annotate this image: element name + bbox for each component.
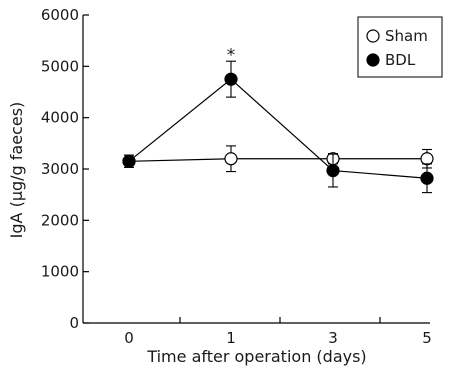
data-point — [224, 72, 238, 86]
x-tick-label: 3 — [328, 329, 338, 347]
y-tick-label: 2000 — [41, 211, 79, 229]
y-axis-label: IgA (µg/g faeces) — [7, 102, 26, 239]
x-axis-label: Time after operation (days) — [146, 347, 366, 366]
x-tick-label: 0 — [124, 329, 134, 347]
significance-marker: * — [227, 45, 236, 65]
x-ticks: 0 1 3 5 — [124, 317, 432, 347]
y-tick-label: 6000 — [41, 6, 79, 24]
legend: Sham BDL — [357, 16, 443, 78]
y-axis: 0 1000 2000 3000 4000 5000 6000 — [41, 6, 89, 332]
legend-marker — [366, 53, 380, 67]
x-axis: 0 1 3 5 — [83, 317, 432, 347]
series-sham — [122, 145, 434, 173]
y-ticks: 0 1000 2000 3000 4000 5000 6000 — [41, 6, 89, 332]
series-line — [128, 158, 427, 162]
y-tick-label: 0 — [69, 314, 79, 332]
data-point — [420, 152, 434, 166]
legend-box — [357, 16, 443, 78]
y-tick-label: 1000 — [41, 263, 79, 281]
annotations: * — [227, 45, 236, 65]
legend-label: BDL — [385, 51, 416, 69]
data-point — [224, 152, 238, 166]
series-line — [128, 78, 428, 179]
y-tick-label: 5000 — [41, 57, 79, 75]
y-tick-label: 3000 — [41, 160, 79, 178]
x-tick-label: 5 — [422, 329, 432, 347]
data-point — [326, 163, 340, 178]
data-point — [122, 154, 136, 168]
data-point — [420, 171, 434, 185]
legend-marker — [366, 29, 380, 43]
series-bdl — [122, 60, 434, 194]
y-tick-label: 4000 — [41, 109, 79, 127]
plot-area — [122, 60, 434, 194]
legend-label: Sham — [385, 27, 428, 45]
x-tick-label: 1 — [226, 329, 236, 347]
legend-items: Sham BDL — [366, 27, 428, 69]
